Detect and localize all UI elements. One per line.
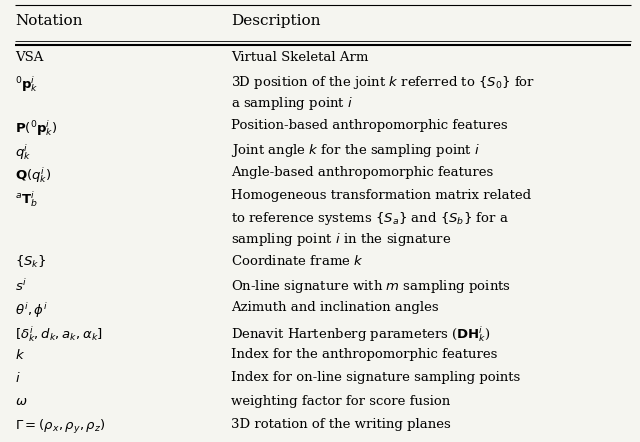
Text: 3D position of the joint $k$ referred to $\{S_0\}$ for: 3D position of the joint $k$ referred to… [231, 74, 536, 91]
Text: $\{S_k\}$: $\{S_k\}$ [15, 254, 47, 271]
Text: Position-based anthropomorphic features: Position-based anthropomorphic features [231, 118, 508, 132]
Text: $\mathbf{Q}(q_k^i)$: $\mathbf{Q}(q_k^i)$ [15, 166, 52, 185]
Text: Index for the anthropomorphic features: Index for the anthropomorphic features [231, 348, 497, 361]
Text: $^a\mathbf{T}_b^i$: $^a\mathbf{T}_b^i$ [15, 189, 38, 209]
Text: On-line signature with $m$ sampling points: On-line signature with $m$ sampling poin… [231, 278, 511, 295]
Text: Coordinate frame $k$: Coordinate frame $k$ [231, 254, 364, 268]
Text: Virtual Skeletal Arm: Virtual Skeletal Arm [231, 51, 369, 64]
Text: Notation: Notation [15, 14, 83, 27]
Text: $\theta^i, \phi^i$: $\theta^i, \phi^i$ [15, 301, 49, 320]
Text: $\mathbf{P}(^0\mathbf{p}_k^i)$: $\mathbf{P}(^0\mathbf{p}_k^i)$ [15, 118, 58, 138]
Text: $q_k^i$: $q_k^i$ [15, 142, 31, 162]
Text: weighting factor for score fusion: weighting factor for score fusion [231, 395, 451, 408]
Text: VSA: VSA [15, 51, 44, 64]
Text: Index for on-line signature sampling points: Index for on-line signature sampling poi… [231, 371, 520, 385]
Text: $s^i$: $s^i$ [15, 278, 28, 293]
Text: $^0\mathbf{p}_k^i$: $^0\mathbf{p}_k^i$ [15, 74, 39, 94]
Text: $\omega$: $\omega$ [15, 395, 28, 408]
Text: $i$: $i$ [15, 371, 21, 385]
Text: Azimuth and inclination angles: Azimuth and inclination angles [231, 301, 439, 314]
Text: Description: Description [231, 14, 321, 27]
Text: $\Gamma = (\rho_x, \rho_y, \rho_z)$: $\Gamma = (\rho_x, \rho_y, \rho_z)$ [15, 419, 106, 436]
Text: a sampling point $i$: a sampling point $i$ [231, 95, 353, 112]
Text: Joint angle $k$ for the sampling point $i$: Joint angle $k$ for the sampling point $… [231, 142, 480, 159]
Text: Angle-based anthropomorphic features: Angle-based anthropomorphic features [231, 166, 493, 179]
Text: Denavit Hartenberg parameters ($\mathbf{DH}_k^i$): Denavit Hartenberg parameters ($\mathbf{… [231, 324, 491, 344]
Text: 3D rotation of the writing planes: 3D rotation of the writing planes [231, 419, 451, 431]
Text: $[\delta_k^i, d_k, a_k, \alpha_k]$: $[\delta_k^i, d_k, a_k, \alpha_k]$ [15, 324, 104, 344]
Text: sampling point $i$ in the signature: sampling point $i$ in the signature [231, 231, 451, 248]
Text: Homogeneous transformation matrix related: Homogeneous transformation matrix relate… [231, 189, 531, 202]
Text: to reference systems $\{S_a\}$ and $\{S_b\}$ for a: to reference systems $\{S_a\}$ and $\{S_… [231, 210, 509, 227]
Text: $k$: $k$ [15, 348, 26, 362]
